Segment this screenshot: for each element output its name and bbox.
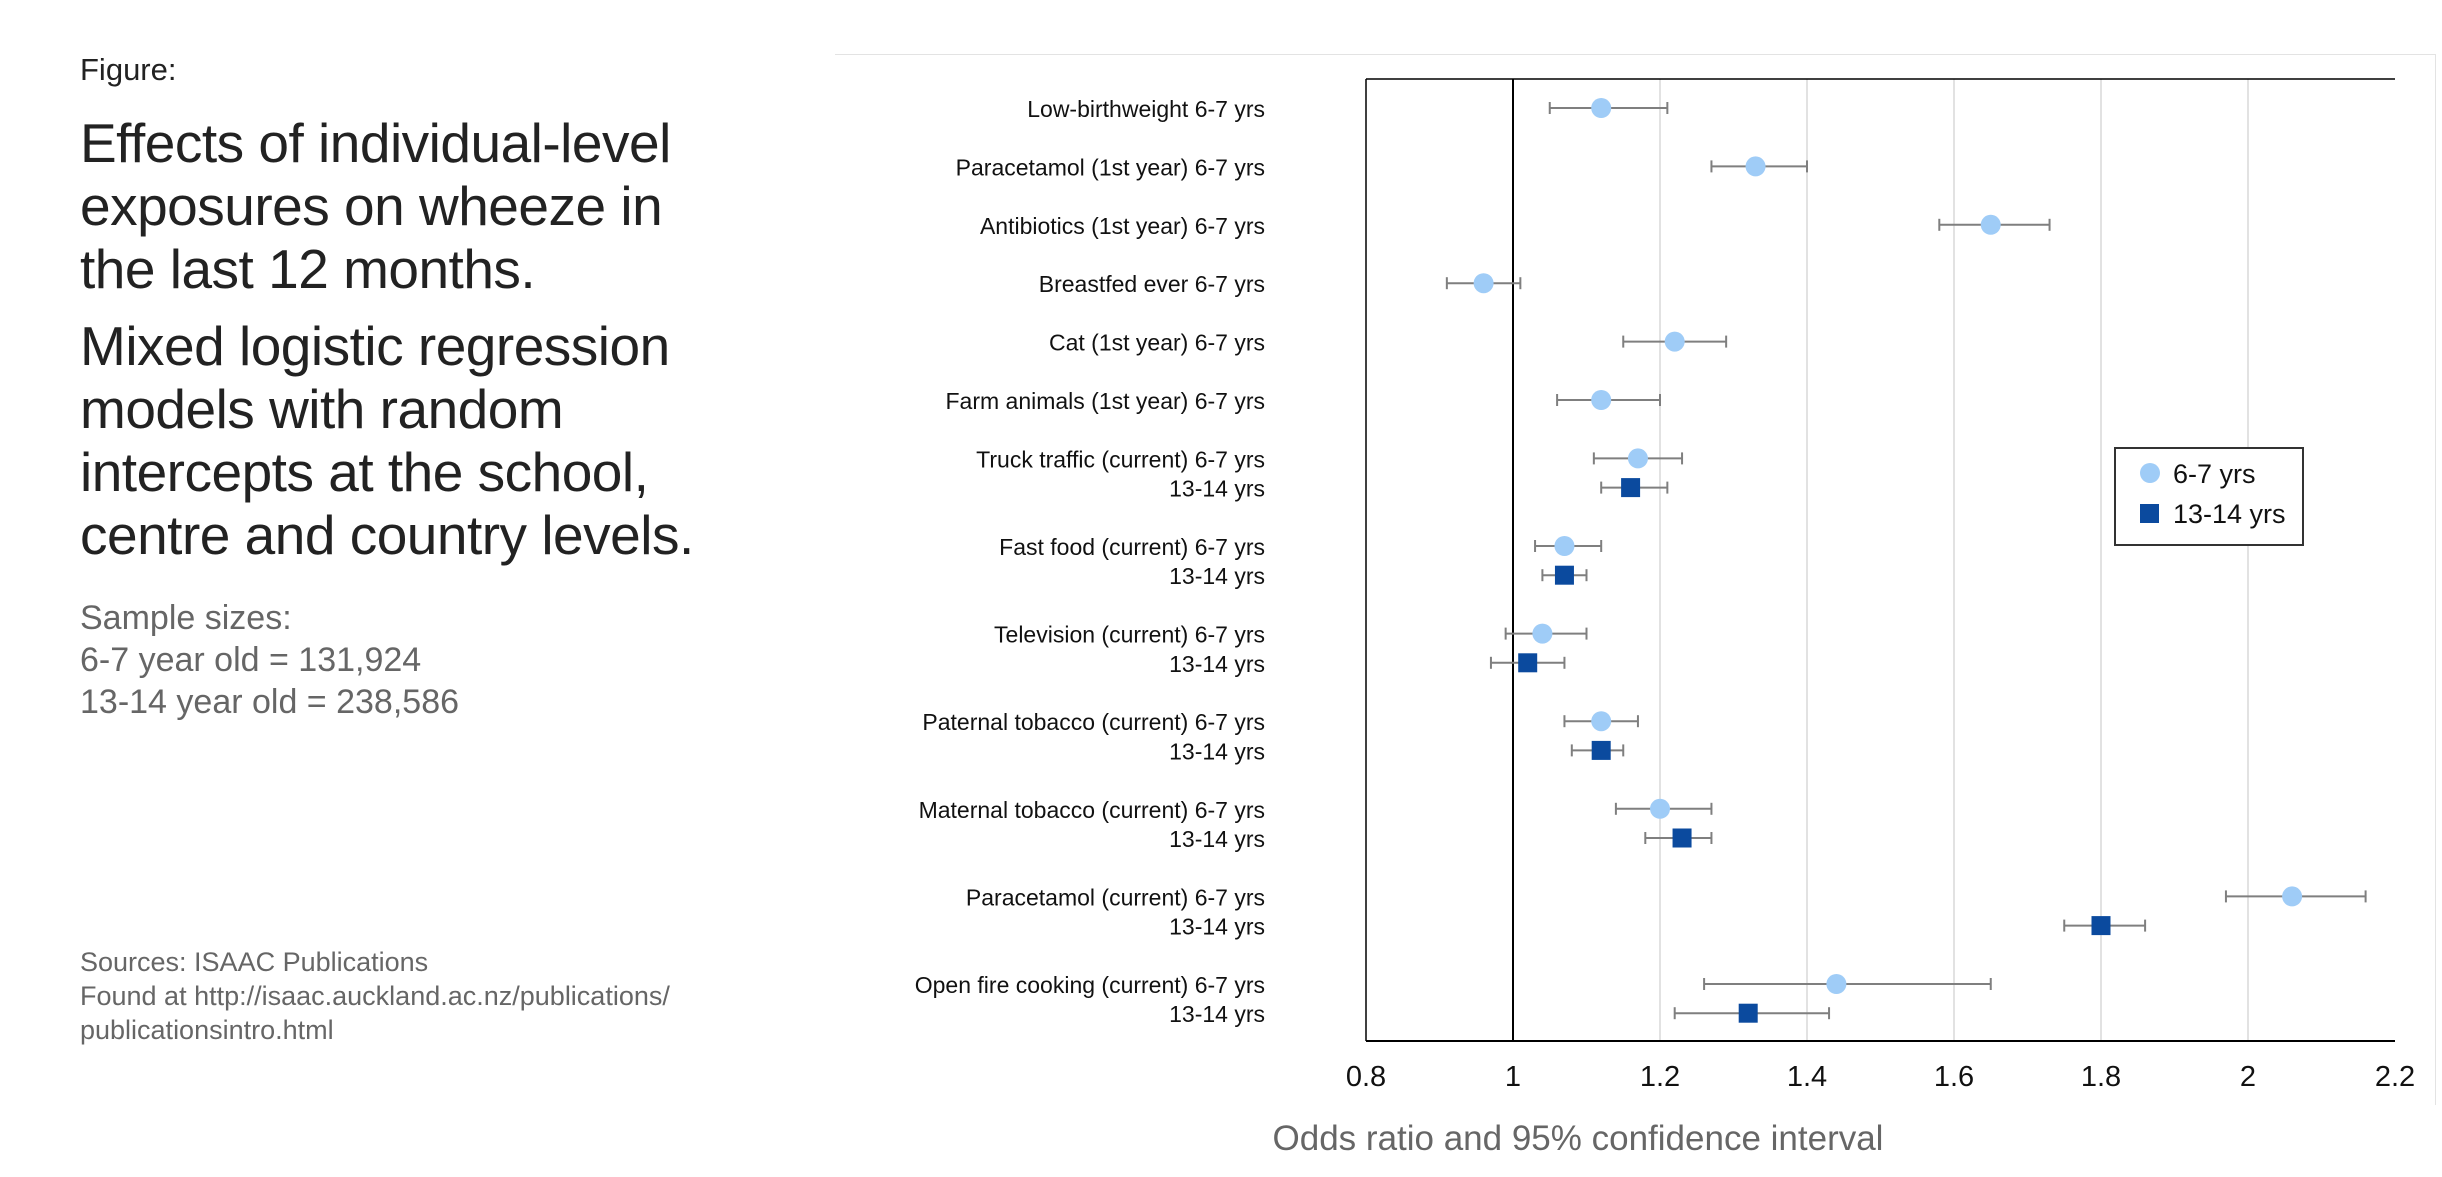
odds-ratio-marker-6-7 (1554, 536, 1575, 556)
odds-ratio-marker-6-7 (1826, 974, 1847, 994)
legend: 6-7 yrs 13-14 yrs (2114, 447, 2304, 546)
odds-ratio-marker-13-14 (1554, 565, 1574, 585)
row-label: Low-birthweight 6-7 yrs (1027, 96, 1265, 122)
x-axis-label: Odds ratio and 95% confidence interval (1273, 1119, 1884, 1158)
odds-ratio-marker-6-7 (1591, 711, 1612, 732)
data-markers (1473, 98, 2303, 1023)
sample-size-6-7: 6-7 year old = 131,924 (80, 641, 422, 679)
row-label: Farm animals (1st year) 6-7 yrs (945, 388, 1265, 414)
odds-ratio-marker-6-7 (1627, 448, 1648, 469)
odds-ratio-marker-6-7 (2282, 886, 2303, 907)
row-label: Television (current) 6-7 yrs (994, 622, 1265, 648)
gridlines (1365, 78, 2395, 1042)
subtitle-line: models with random (80, 378, 564, 440)
odds-ratio-marker-13-14 (1672, 828, 1692, 848)
figure-label: Figure: (80, 52, 177, 87)
sources-note: Sources: ISAAC Publications Found at htt… (80, 945, 780, 1047)
row-label: Paracetamol (1st year) 6-7 yrs (956, 154, 1265, 180)
sources-url-line: publicationsintro.html (80, 1015, 334, 1045)
odds-ratio-marker-13-14 (1738, 1003, 1758, 1023)
odds-ratio-marker-6-7 (1473, 273, 1494, 294)
x-tick-label: 2.2 (2375, 1061, 2415, 1093)
row-label: Fast food (current) 6-7 yrs (999, 534, 1265, 560)
row-label: 13-14 yrs (1169, 1001, 1265, 1027)
sources-url-line: Found at http://isaac.auckland.ac.nz/pub… (80, 981, 670, 1011)
x-tick-label: 1.8 (2081, 1061, 2121, 1093)
row-label: 13-14 yrs (1169, 914, 1265, 940)
subtitle-line: intercepts at the school, (80, 441, 649, 503)
row-label: 13-14 yrs (1169, 476, 1265, 502)
row-label: Truck traffic (current) 6-7 yrs (976, 446, 1265, 472)
odds-ratio-marker-13-14 (1518, 653, 1538, 673)
row-label: Maternal tobacco (current) 6-7 yrs (919, 797, 1265, 823)
x-tick-label: 1.4 (1787, 1061, 1827, 1093)
legend-label-13-14: 13-14 yrs (2173, 499, 2286, 529)
row-label: Cat (1st year) 6-7 yrs (1049, 330, 1265, 356)
odds-ratio-marker-6-7 (1532, 623, 1553, 644)
row-label: Paternal tobacco (current) 6-7 yrs (922, 709, 1265, 735)
sample-sizes: Sample sizes: 6-7 year old = 131,924 13-… (80, 597, 760, 723)
title-line: Effects of individual-level (80, 112, 671, 174)
x-tick-labels: 0.8 1 1.2 1.4 1.6 1.8 2 2.2 (1346, 1061, 2415, 1093)
subtitle-line: Mixed logistic regression (80, 315, 670, 377)
error-bars (1445, 102, 2367, 1020)
legend-label-6-7: 6-7 yrs (2173, 459, 2256, 489)
row-label: 13-14 yrs (1169, 651, 1265, 677)
odds-ratio-marker-6-7 (1664, 331, 1685, 352)
chart-frame (835, 54, 2436, 1105)
sample-sizes-heading: Sample sizes: (80, 599, 292, 637)
title-line: the last 12 months. (80, 238, 536, 300)
x-tick-label: 2 (2240, 1061, 2256, 1093)
odds-ratio-marker-6-7 (1980, 214, 2001, 235)
odds-ratio-marker-13-14 (2091, 916, 2111, 936)
sample-size-13-14: 13-14 year old = 238,586 (80, 683, 460, 721)
odds-ratio-marker-6-7 (1650, 798, 1670, 819)
sources-line: Sources: ISAAC Publications (80, 947, 429, 977)
figure-title: Effects of individual-level exposures on… (80, 112, 760, 301)
odds-ratio-marker-6-7 (1591, 98, 1612, 118)
odds-ratio-marker-13-14 (1591, 740, 1611, 760)
figure-text-panel: Figure: Effects of individual-level expo… (80, 52, 760, 723)
odds-ratio-marker-6-7 (1591, 390, 1612, 410)
row-label: Antibiotics (1st year) 6-7 yrs (980, 213, 1265, 239)
x-tick-label: 1.2 (1640, 1061, 1680, 1093)
subtitle-line: centre and country levels. (80, 504, 694, 566)
row-label: 13-14 yrs (1169, 563, 1265, 589)
row-label: 13-14 yrs (1169, 738, 1265, 764)
x-tick-label: 1 (1505, 1061, 1521, 1093)
legend-marker-13-14 (2140, 504, 2159, 523)
row-label: 13-14 yrs (1169, 826, 1265, 852)
figure-subtitle: Mixed logistic regression models with ra… (80, 315, 760, 567)
legend-marker-6-7 (2140, 463, 2160, 483)
row-label: Open fire cooking (current) 6-7 yrs (915, 972, 1265, 998)
row-label: Breastfed ever 6-7 yrs (1039, 271, 1265, 297)
odds-ratio-marker-13-14 (1621, 478, 1641, 498)
title-line: exposures on wheeze in (80, 175, 663, 237)
x-tick-label: 1.6 (1934, 1061, 1974, 1093)
row-labels: Low-birthweight 6-7 yrs Paracetamol (1st … (915, 96, 1265, 1027)
odds-ratio-marker-6-7 (1745, 156, 1766, 177)
row-label: Paracetamol (current) 6-7 yrs (966, 884, 1265, 910)
x-tick-label: 0.8 (1346, 1061, 1386, 1093)
